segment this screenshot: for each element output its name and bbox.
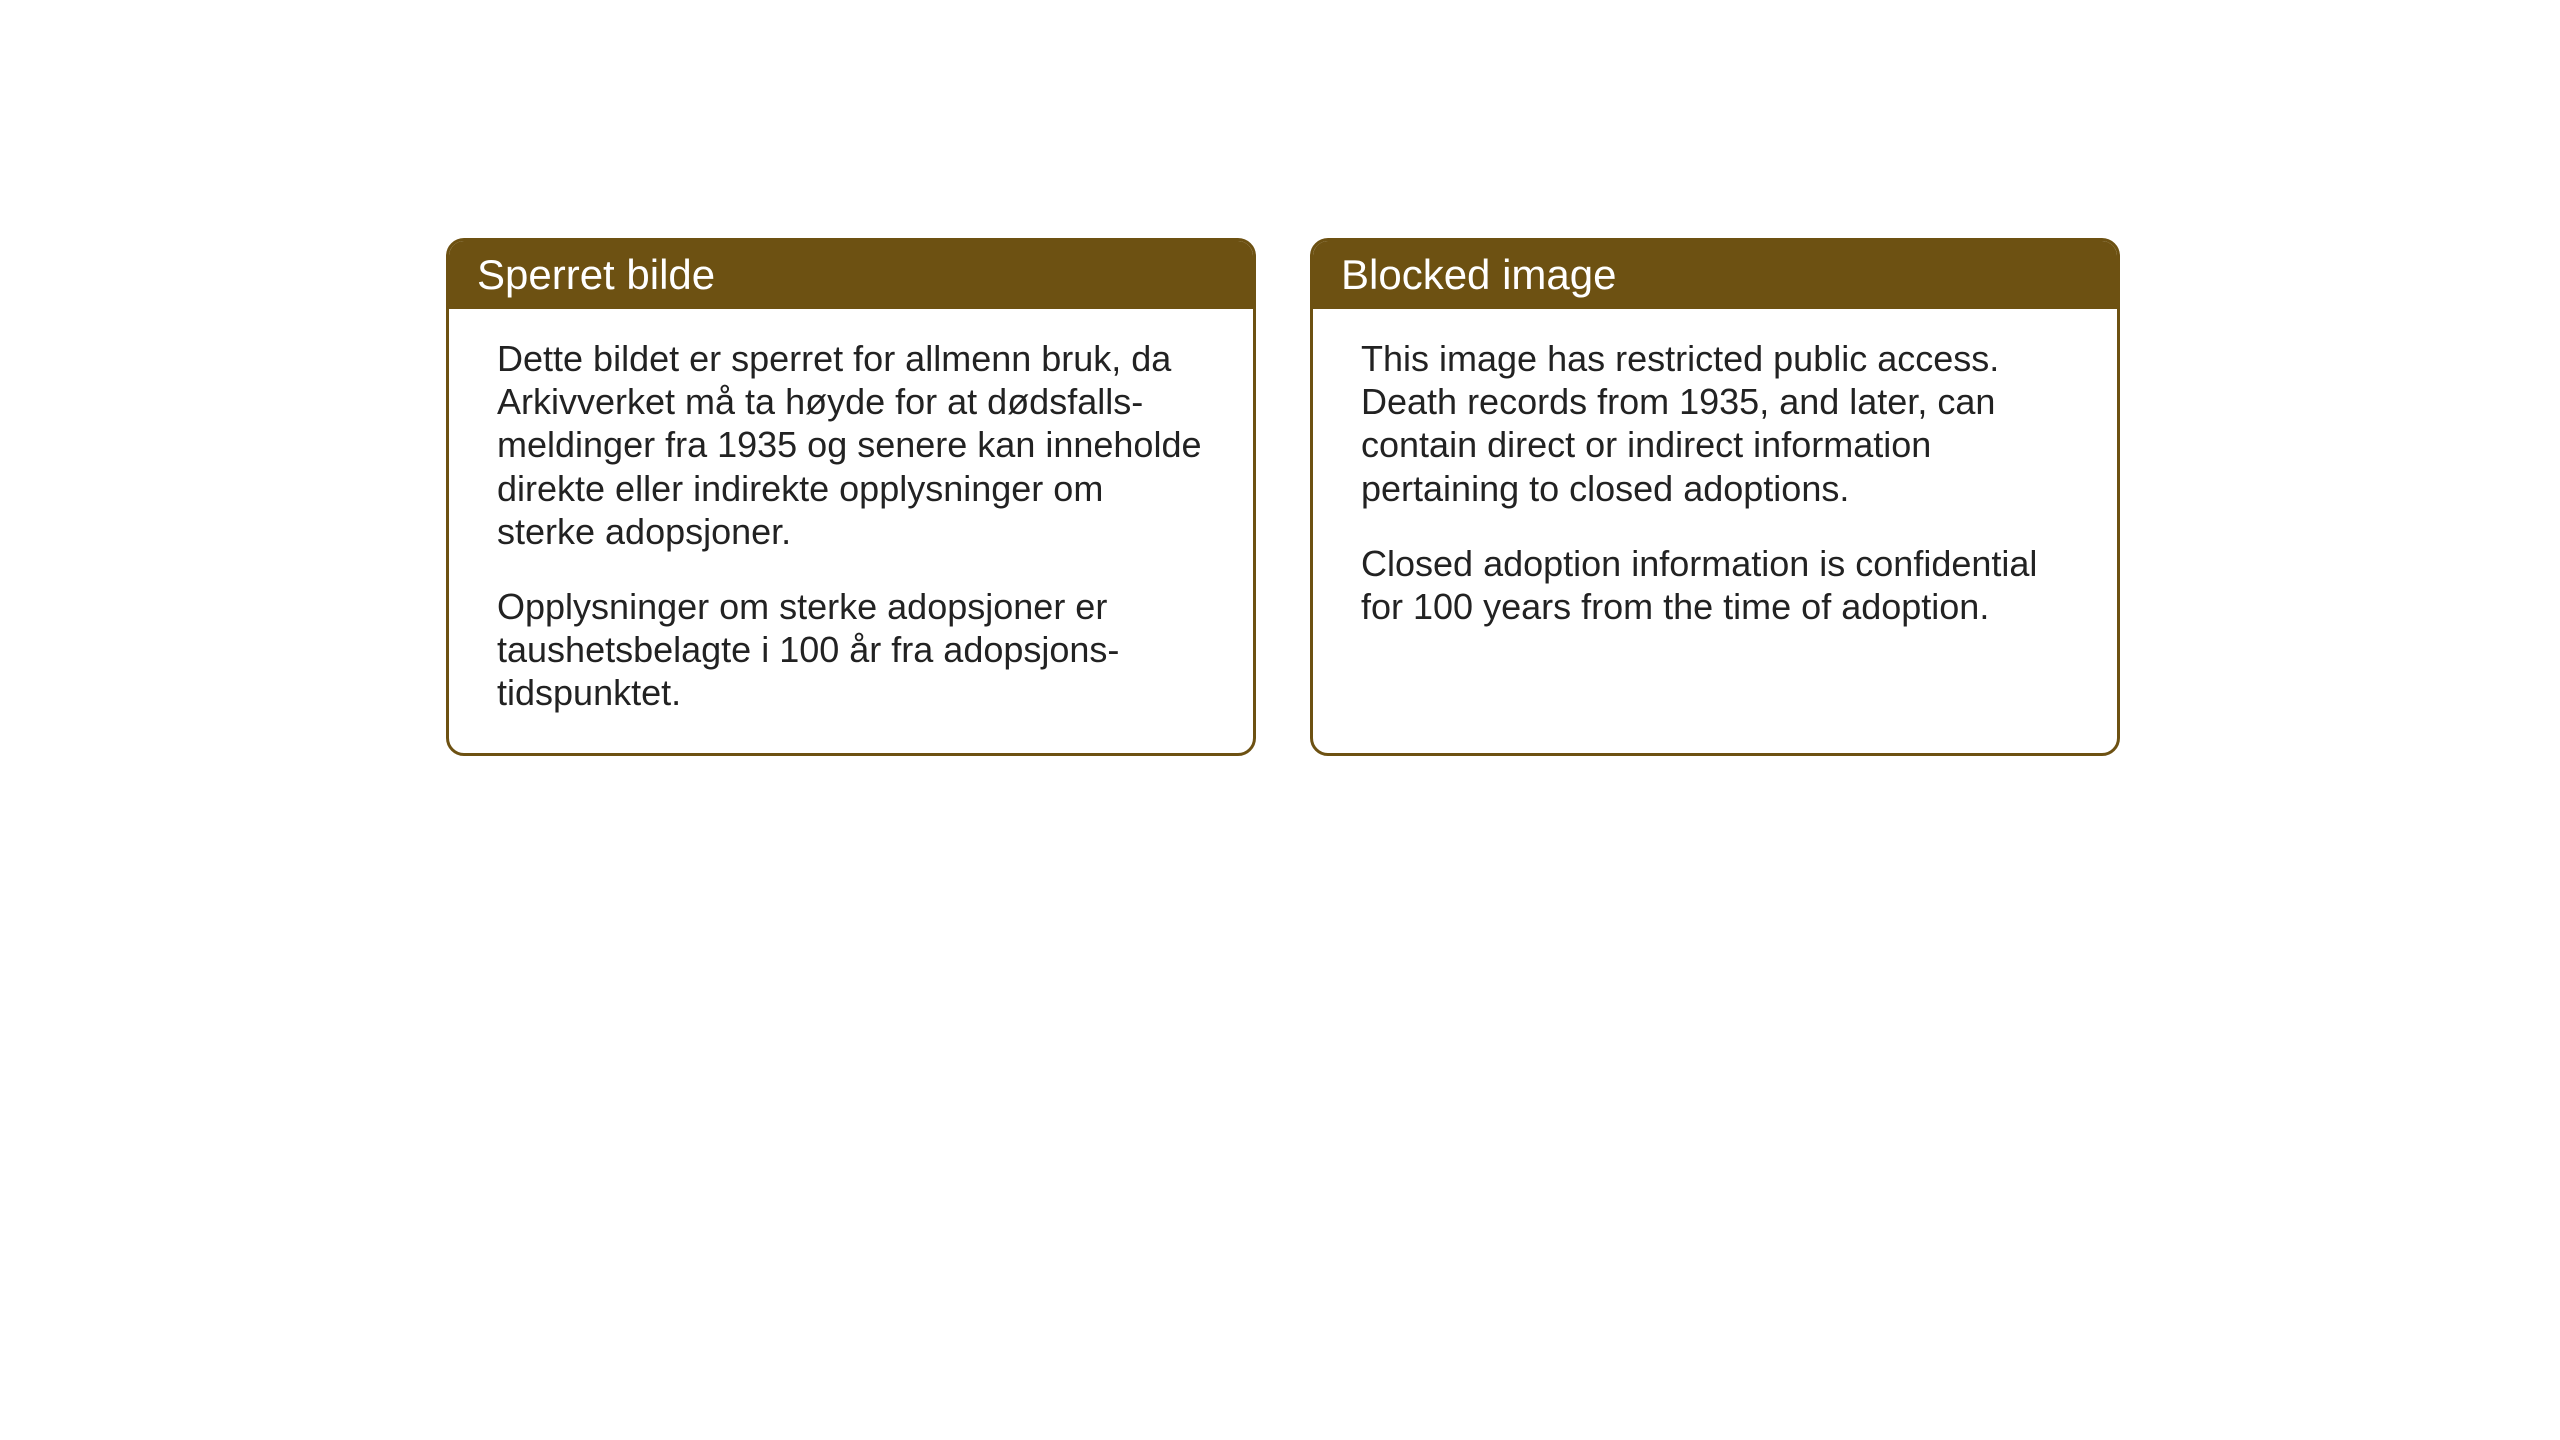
notice-cards-container: Sperret bilde Dette bildet er sperret fo… [446, 238, 2120, 756]
norwegian-card-title: Sperret bilde [449, 241, 1253, 309]
norwegian-notice-card: Sperret bilde Dette bildet er sperret fo… [446, 238, 1256, 756]
english-card-title: Blocked image [1313, 241, 2117, 309]
norwegian-paragraph-2: Opplysninger om sterke adopsjoner er tau… [497, 585, 1205, 715]
english-card-body: This image has restricted public access.… [1313, 309, 2117, 666]
english-notice-card: Blocked image This image has restricted … [1310, 238, 2120, 756]
norwegian-card-body: Dette bildet er sperret for allmenn bruk… [449, 309, 1253, 753]
english-paragraph-1: This image has restricted public access.… [1361, 337, 2069, 510]
english-paragraph-2: Closed adoption information is confident… [1361, 542, 2069, 628]
norwegian-paragraph-1: Dette bildet er sperret for allmenn bruk… [497, 337, 1205, 553]
